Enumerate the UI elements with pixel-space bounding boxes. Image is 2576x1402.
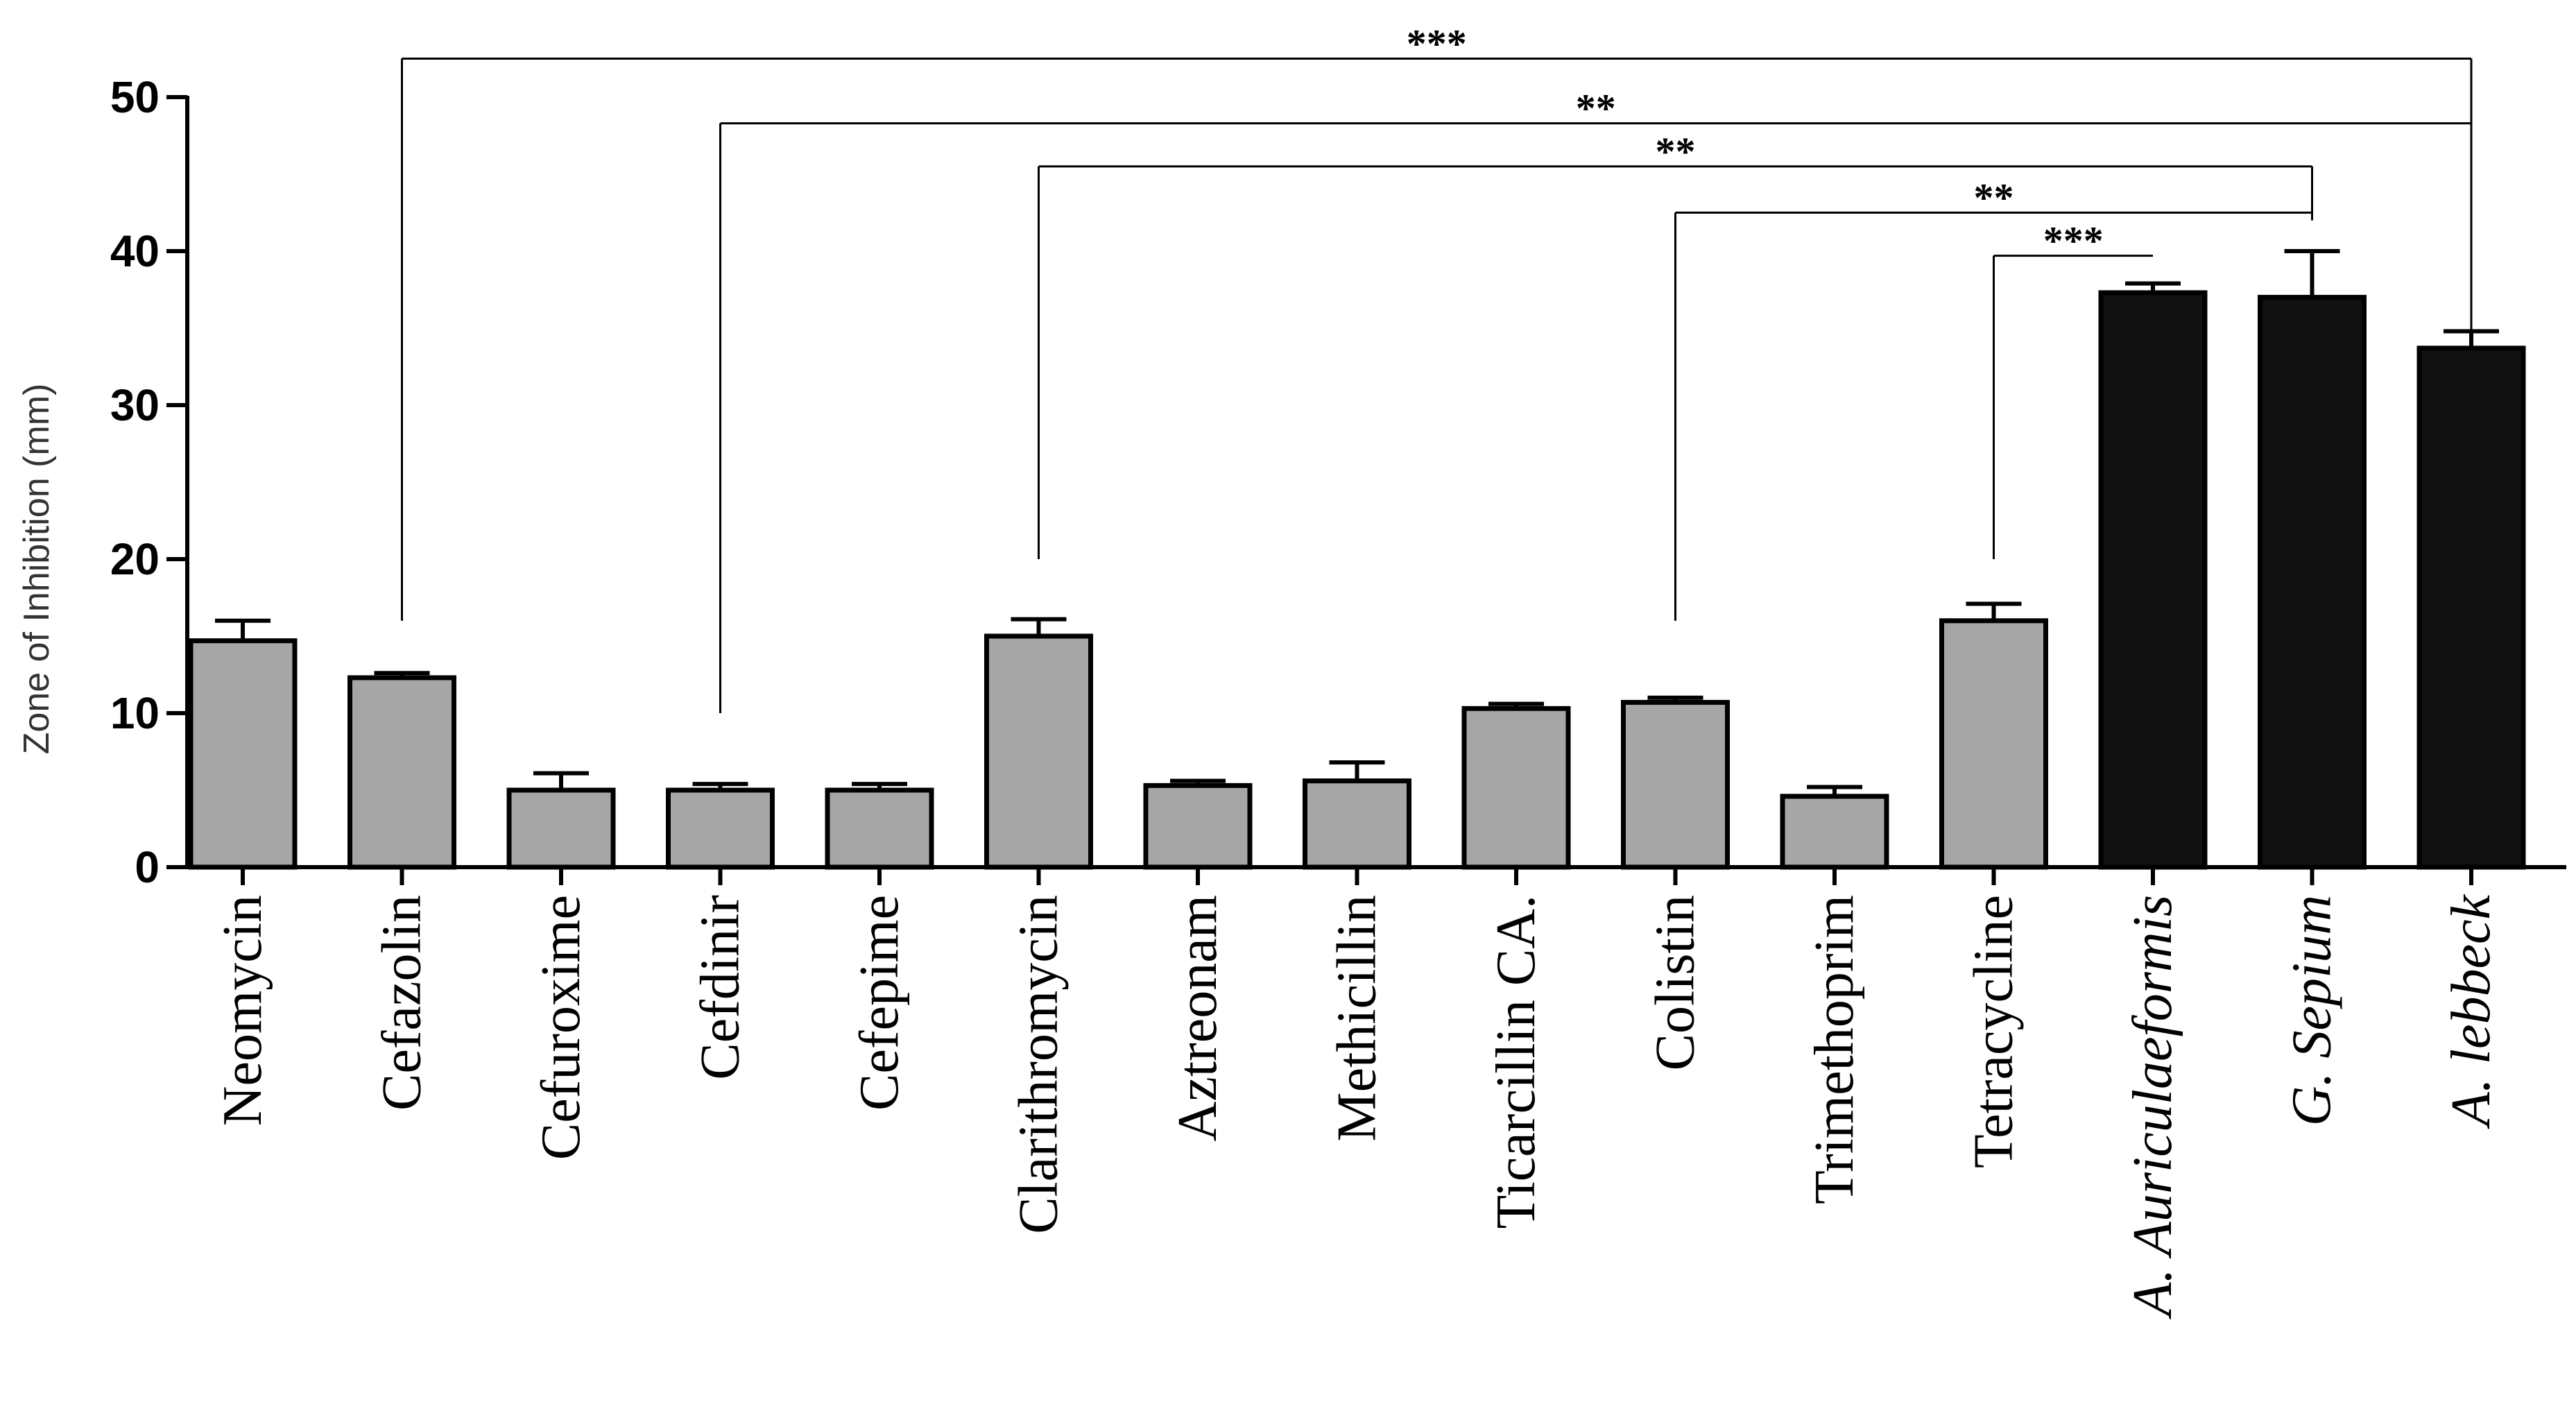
bar bbox=[2416, 345, 2526, 870]
x-tick-label: Cefepime bbox=[849, 895, 910, 1111]
x-tick-label: Cefdinir bbox=[690, 895, 751, 1080]
significance-brackets: ************ bbox=[401, 22, 2473, 713]
x-tick-label: Aztreonam bbox=[1167, 895, 1228, 1141]
bar bbox=[2258, 295, 2367, 870]
bars bbox=[188, 249, 2526, 870]
y-tick-label: 0 bbox=[135, 842, 160, 892]
y-tick-label: 10 bbox=[110, 688, 160, 738]
x-tick-label: Cefuroxime bbox=[531, 895, 592, 1160]
bar bbox=[1939, 618, 2048, 870]
bar bbox=[984, 633, 1093, 870]
bar bbox=[825, 787, 934, 870]
sig-label: ** bbox=[1656, 129, 1696, 174]
y-tick-label: 30 bbox=[110, 380, 160, 430]
y-tick-label: 20 bbox=[110, 534, 160, 584]
axes: 0 10 20 30 40 50 Neomycin Cefazolin Cefuroxime Ce… bbox=[110, 72, 2566, 1319]
bar bbox=[2098, 290, 2208, 870]
bar bbox=[1780, 794, 1889, 870]
y-axis-label: Zone of Inhibition (mm) bbox=[17, 384, 57, 755]
y-tick-label: 40 bbox=[110, 226, 160, 276]
y-tick-label: 50 bbox=[110, 72, 160, 122]
sig-label: *** bbox=[1407, 22, 1467, 67]
bar bbox=[1303, 778, 1411, 870]
x-tick-label: Methicillin bbox=[1327, 895, 1388, 1142]
sig-label: ** bbox=[1576, 86, 1616, 131]
x-tick-label: Ticarcillin CA. bbox=[1486, 895, 1547, 1229]
sig-label: ** bbox=[1974, 176, 2014, 221]
bar bbox=[347, 675, 456, 870]
bar bbox=[506, 787, 616, 870]
sig-label: *** bbox=[2043, 219, 2104, 264]
bar bbox=[666, 787, 775, 870]
x-tick-label: Neomycin bbox=[212, 895, 273, 1126]
x-tick-label: Cefazolin bbox=[372, 895, 433, 1111]
x-tick-label: Colistin bbox=[1645, 895, 1706, 1070]
bar bbox=[188, 638, 298, 870]
x-tick-label: A. Auriculaeformis bbox=[2122, 895, 2183, 1319]
bar bbox=[1621, 699, 1730, 870]
x-tick-label: Clarithromycin bbox=[1008, 895, 1070, 1234]
x-tick-label: G. Sepium bbox=[2282, 895, 2343, 1126]
bar bbox=[1461, 706, 1571, 870]
x-tick-label: Trimethoprim bbox=[1804, 895, 1865, 1204]
x-tick-label: Tetracycline bbox=[1964, 895, 2025, 1168]
bar bbox=[1143, 783, 1253, 870]
x-tick-label: A. lebbeck bbox=[2441, 894, 2502, 1130]
